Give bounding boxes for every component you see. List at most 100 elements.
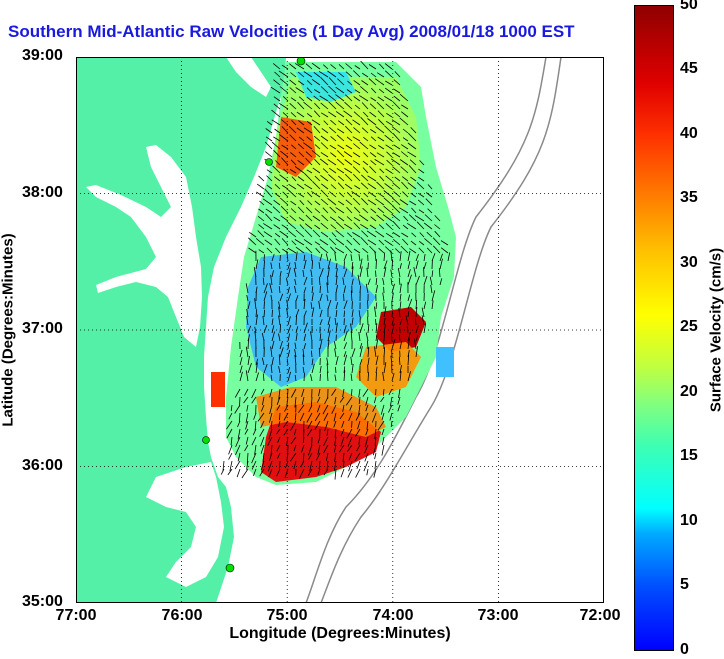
velocity-arrow xyxy=(322,404,329,415)
velocity-arrow xyxy=(392,152,401,158)
velocity-arrow xyxy=(401,176,409,182)
velocity-arrow xyxy=(262,452,265,462)
velocity-arrow xyxy=(394,71,401,78)
velocity-arrow xyxy=(245,436,249,445)
velocity-arrow xyxy=(297,192,305,198)
velocity-arrow xyxy=(283,168,289,174)
velocity-arrow xyxy=(377,96,385,102)
velocity-arrow xyxy=(298,96,305,102)
velocity-arrow xyxy=(378,224,385,230)
velocity-arrow xyxy=(335,275,338,286)
velocity-arrow xyxy=(255,314,258,326)
velocity-arrow xyxy=(275,247,281,254)
velocity-arrow xyxy=(263,283,268,294)
velocity-arrow xyxy=(298,468,305,479)
velocity-arrow xyxy=(313,89,321,94)
velocity-arrow xyxy=(281,144,289,150)
velocity-arrow xyxy=(335,94,345,102)
velocity-arrow xyxy=(330,246,337,254)
velocity-arrow xyxy=(369,103,377,110)
velocity-arrow xyxy=(375,334,378,342)
velocity-arrow xyxy=(376,72,385,78)
velocity-arrow xyxy=(314,200,321,206)
velocity-arrow xyxy=(342,277,345,286)
velocity-arrow xyxy=(290,112,297,118)
colorbar-tick: 10 xyxy=(680,512,698,529)
velocity-arrow xyxy=(320,231,329,238)
velocity-arrow xyxy=(429,276,433,286)
velocity-arrow xyxy=(304,229,313,238)
velocity-arrow xyxy=(369,144,377,150)
velocity-arrow xyxy=(338,175,345,182)
velocity-arrow xyxy=(315,247,321,254)
velocity-arrow xyxy=(401,181,409,190)
velocity-arrow xyxy=(417,199,425,206)
colorbar-tick: 40 xyxy=(680,125,698,142)
velocity-arrow xyxy=(303,254,306,262)
velocity-arrow xyxy=(381,436,385,446)
velocity-arrow xyxy=(346,206,353,214)
velocity-arrow xyxy=(314,224,321,230)
velocity-map[interactable] xyxy=(76,57,604,603)
velocity-arrow xyxy=(301,396,305,405)
velocity-arrow xyxy=(269,404,273,415)
velocity-arrow xyxy=(306,169,313,174)
velocity-arrow xyxy=(267,460,273,472)
velocity-arrow xyxy=(331,232,337,238)
velocity-arrow xyxy=(431,270,434,278)
velocity-arrow xyxy=(327,159,337,166)
velocity-arrow xyxy=(261,357,265,366)
velocity-arrow xyxy=(347,468,353,478)
colorbar-label: Surface Velocity (cm/s) xyxy=(707,247,724,413)
velocity-arrow xyxy=(368,78,377,86)
velocity-arrow xyxy=(279,460,281,469)
velocity-arrow xyxy=(335,366,337,374)
velocity-arrow xyxy=(424,214,433,222)
velocity-arrow xyxy=(289,134,297,142)
velocity-arrow xyxy=(399,93,409,102)
velocity-arrow xyxy=(376,152,385,158)
velocity-arrow xyxy=(311,307,315,318)
velocity-arrow xyxy=(382,214,393,222)
velocity-arrow xyxy=(278,301,281,310)
velocity-arrow xyxy=(226,420,233,430)
velocity-arrow xyxy=(385,168,393,174)
velocity-arrow xyxy=(375,323,378,334)
velocity-arrow xyxy=(380,396,385,403)
velocity-arrow xyxy=(372,404,377,412)
velocity-arrow xyxy=(257,215,265,222)
velocity-arrow xyxy=(381,428,385,436)
velocity-arrow xyxy=(260,460,265,471)
velocity-arrow xyxy=(272,206,281,214)
velocity-arrow xyxy=(351,363,354,374)
velocity-arrow xyxy=(335,229,345,238)
velocity-arrow xyxy=(385,80,393,86)
velocity-arrow xyxy=(270,346,273,358)
velocity-arrow xyxy=(271,309,273,318)
velocity-arrow xyxy=(274,176,281,182)
velocity-arrow xyxy=(260,436,265,447)
velocity-arrow xyxy=(356,460,361,469)
velocity-arrow xyxy=(228,412,233,420)
velocity-arrow xyxy=(346,239,353,246)
velocity-arrow xyxy=(268,452,273,461)
velocity-arrow xyxy=(333,412,337,422)
x-tick-label: 72:00 xyxy=(579,607,621,624)
velocity-arrow xyxy=(296,127,305,134)
velocity-arrow xyxy=(410,192,417,198)
velocity-arrow xyxy=(277,452,281,459)
velocity-arrow xyxy=(362,388,369,397)
velocity-arrow xyxy=(380,404,385,415)
velocity-arrow xyxy=(398,356,401,366)
velocity-arrow xyxy=(328,85,337,94)
velocity-arrow xyxy=(362,167,369,174)
velocity-arrow xyxy=(262,277,265,286)
velocity-arrow xyxy=(247,301,251,310)
velocity-arrow xyxy=(370,136,377,142)
velocity-arrow xyxy=(373,396,377,404)
velocity-arrow xyxy=(362,111,369,118)
velocity-arrow xyxy=(335,263,338,270)
velocity-arrow xyxy=(276,396,281,405)
velocity-arrow xyxy=(329,206,337,214)
velocity-arrow xyxy=(313,71,321,78)
